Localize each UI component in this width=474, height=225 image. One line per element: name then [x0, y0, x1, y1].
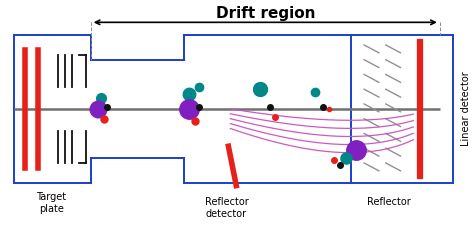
Text: Reflector
detector: Reflector detector [205, 197, 248, 219]
Text: Target
plate: Target plate [36, 192, 66, 214]
Text: Drift region: Drift region [216, 6, 315, 21]
Text: Linear detector: Linear detector [462, 72, 472, 146]
Text: Reflector: Reflector [367, 197, 410, 207]
